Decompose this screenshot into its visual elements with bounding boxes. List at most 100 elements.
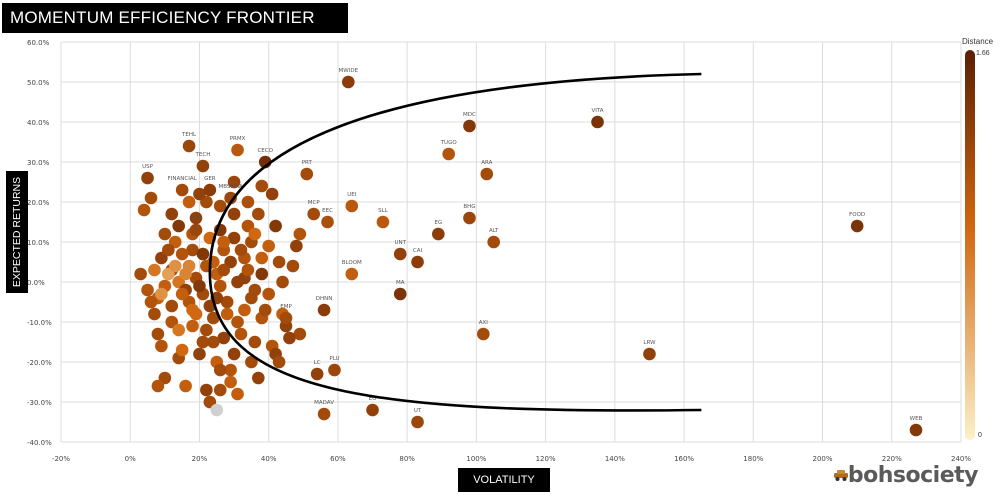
point-label: UNT — [394, 240, 406, 246]
point-label: MCP — [308, 200, 321, 206]
point-label: CECO — [257, 148, 273, 154]
data-point — [151, 327, 165, 341]
x-tick-label: 0% — [125, 455, 136, 463]
data-point-mbspira — [224, 191, 237, 205]
x-tick-label: -20% — [52, 455, 70, 463]
data-point — [227, 347, 241, 361]
x-tick-label: 20% — [192, 455, 208, 463]
data-point — [227, 175, 241, 189]
data-point-lc — [310, 367, 324, 381]
y-tick-label: 30.0% — [27, 159, 50, 167]
data-point — [137, 203, 151, 217]
x-tick-label: 180% — [743, 455, 763, 463]
point-label: AXI — [479, 320, 489, 326]
data-point — [207, 335, 220, 349]
data-point-tech — [196, 159, 210, 173]
data-point — [189, 211, 203, 225]
data-point — [213, 279, 227, 293]
data-point-emp — [279, 311, 293, 325]
data-point — [189, 307, 203, 321]
point-label: TEHL — [181, 132, 197, 138]
point-label: TUGO — [440, 140, 458, 146]
data-point-tugo — [442, 147, 455, 161]
car-logo-icon — [834, 470, 848, 481]
data-point — [272, 355, 286, 369]
data-point — [162, 243, 175, 257]
point-label: LRW — [643, 340, 656, 346]
point-label: EEC — [322, 208, 333, 214]
data-point-ut — [411, 415, 424, 429]
data-point-web — [909, 423, 923, 437]
point-label: MBSPIRA — [219, 184, 243, 190]
data-point — [255, 179, 269, 193]
point-label: FINANCIAL — [168, 176, 198, 182]
data-point-eg — [432, 227, 445, 241]
x-tick-label: 140% — [605, 455, 625, 463]
data-point-dhnn — [317, 303, 331, 317]
efficiency-frontier-curve — [208, 72, 702, 412]
x-axis-label: VOLATILITY — [458, 468, 550, 492]
data-point — [141, 283, 154, 297]
data-point — [220, 307, 234, 321]
data-point — [193, 347, 206, 361]
data-point-food — [850, 219, 864, 233]
data-point-eo — [366, 403, 379, 417]
data-point — [258, 303, 272, 317]
data-point — [148, 307, 161, 321]
data-point — [144, 191, 158, 205]
data-point — [238, 303, 251, 317]
point-label: UT — [414, 408, 422, 414]
data-point — [252, 207, 265, 221]
data-point — [134, 267, 147, 281]
y-tick-label: -20.0% — [27, 359, 52, 367]
data-point-prmx — [231, 143, 244, 157]
data-point-bloom — [345, 267, 359, 281]
data-point — [255, 267, 269, 281]
point-label: MWIDE — [339, 68, 359, 74]
data-point-sll — [376, 215, 390, 229]
x-tick-label: 80% — [399, 455, 415, 463]
data-point-prt — [300, 167, 314, 181]
data-point-tehl — [182, 139, 196, 153]
data-point — [269, 219, 282, 233]
data-point — [196, 335, 210, 349]
data-point — [186, 319, 199, 333]
data-point-usp — [141, 171, 154, 185]
x-tick-label: 160% — [674, 455, 694, 463]
point-label: SLL — [378, 208, 389, 214]
point-label: LPZ — [191, 216, 201, 222]
point-label: CAI — [413, 248, 423, 254]
data-point — [227, 231, 241, 245]
data-point — [262, 239, 275, 253]
point-label: EMP — [280, 304, 292, 310]
data-point — [241, 195, 255, 209]
data-point — [272, 255, 286, 269]
data-point — [224, 363, 237, 377]
data-point — [255, 251, 269, 265]
data-point — [248, 335, 262, 349]
point-label: PRT — [302, 160, 313, 166]
point-label: GER — [204, 176, 216, 182]
data-point — [158, 227, 172, 241]
y-axis-label: EXPECTED RETURNS — [11, 176, 23, 288]
point-label: ARA — [481, 160, 492, 166]
y-tick-label: 50.0% — [27, 79, 50, 87]
point-label: FOOD — [849, 212, 865, 218]
data-point — [217, 235, 230, 249]
data-point — [168, 259, 182, 273]
data-point — [234, 243, 248, 257]
data-point — [175, 343, 189, 357]
data-point-axi — [477, 327, 490, 341]
point-label: MDC — [463, 112, 476, 118]
data-point — [241, 263, 255, 277]
data-point — [265, 187, 279, 201]
data-point — [155, 287, 168, 301]
legend-max-label: 1.66 — [976, 50, 990, 57]
x-tick-label: 220% — [882, 455, 902, 463]
data-point — [227, 207, 241, 221]
data-points — [134, 75, 923, 437]
data-point — [151, 379, 165, 393]
data-point — [290, 239, 303, 253]
x-tick-label: 60% — [330, 455, 346, 463]
y-tick-label: 0.0% — [27, 279, 45, 287]
